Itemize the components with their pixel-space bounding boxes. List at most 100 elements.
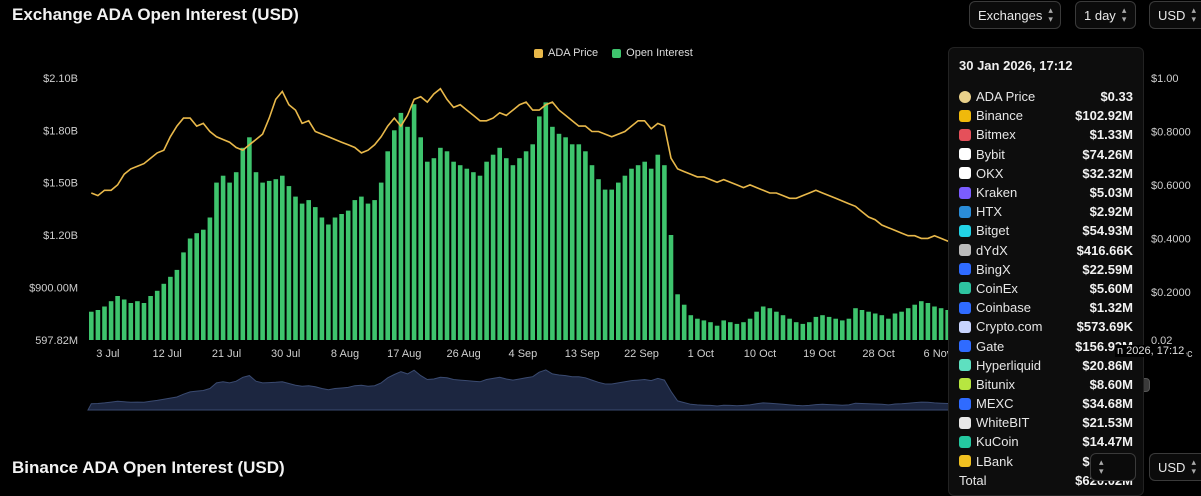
oi-bar — [668, 235, 674, 340]
oi-bar — [451, 161, 456, 340]
tooltip-row-name: KuCoin — [976, 434, 1019, 450]
oi-bar — [497, 147, 502, 340]
oi-bar — [938, 308, 944, 340]
y-left-tick-label: 597.82M — [35, 335, 78, 347]
oi-bar — [872, 313, 878, 340]
chevron-updown-icon: ▴ ▾ — [1048, 5, 1053, 24]
tooltip-row-name: Bitmex — [976, 127, 1016, 143]
oi-bar — [425, 161, 430, 340]
tooltip-row: Coinbase $1.32M — [959, 298, 1133, 317]
kraken-icon — [959, 186, 971, 199]
oi-bar — [728, 322, 733, 340]
tooltip-row-name: Binance — [976, 108, 1023, 124]
oi-bar — [642, 161, 647, 340]
oi-bar — [319, 217, 325, 340]
oi-bar — [517, 158, 522, 340]
tooltip-row-name: Gate — [976, 338, 1005, 354]
tooltip-row: Crypto.com $573.69K — [959, 317, 1133, 336]
tooltip-row-value: $20.86M — [1082, 357, 1133, 373]
oi-bar — [629, 168, 634, 340]
tooltip-rows: ADA Price $0.33 Binance $102.92M Bitmex $1.33… — [959, 87, 1133, 471]
oi-bar — [616, 182, 621, 340]
oi-bar — [174, 269, 180, 340]
oi-bar — [846, 318, 852, 340]
oi-bar — [523, 151, 529, 340]
exchanges-select[interactable]: Exchanges ▴ ▾ — [969, 1, 1061, 29]
oi-bar — [760, 306, 766, 340]
oi-bar — [411, 104, 417, 340]
oi-bar — [115, 296, 120, 340]
tooltip-row: Gate $156.93M — [959, 336, 1133, 355]
exchanges-select-label: Exchanges — [978, 7, 1043, 23]
oi-bar — [457, 165, 463, 340]
tooltip-row: WhiteBIT $21.53M — [959, 413, 1133, 432]
x-tick-label: 21 Jul — [212, 348, 241, 360]
oi-bar — [714, 325, 720, 340]
tooltip-row-name: ADA Price — [976, 89, 1036, 105]
tooltip-row: Kraken $5.03M — [959, 183, 1133, 202]
oi-bar — [438, 147, 443, 340]
oi-bar — [879, 315, 885, 340]
bybit-icon — [959, 148, 971, 161]
tooltip-time: 30 Jan 2026, 17:12 — [959, 58, 1073, 73]
oi-bar — [89, 311, 94, 340]
oi-bar — [148, 296, 153, 340]
tooltip-row-value: $34.68M — [1082, 396, 1133, 412]
oi-bar — [214, 182, 219, 340]
y-right-tick-label: 0.02 — [1151, 335, 1172, 347]
oi-bar — [747, 318, 753, 340]
interval-select-2[interactable]: ▴ ▾ — [1090, 453, 1136, 481]
tooltip-row-value: $2.92M — [1089, 204, 1133, 220]
bitget-icon — [959, 224, 971, 237]
currency-select[interactable]: USD ▴ ▾ — [1149, 1, 1201, 29]
page-title: Exchange ADA Open Interest (USD) — [12, 5, 299, 24]
tooltip-row-value: $8.60M — [1089, 376, 1133, 392]
oi-bar — [701, 320, 707, 340]
legend-item-price[interactable]: ADA Price — [534, 47, 598, 59]
oi-bar — [609, 189, 614, 340]
tooltip-row-name: Bybit — [976, 146, 1005, 162]
x-tick-label: 26 Aug — [446, 348, 480, 360]
interval-select[interactable]: 1 day ▴ ▾ — [1075, 1, 1136, 29]
tooltip-row-value: $54.93M — [1082, 223, 1133, 239]
x-tick-label: 19 Oct — [803, 348, 835, 360]
x-tick-label: 12 Jul — [153, 348, 182, 360]
y-right-tick-label: $1.00 — [1151, 73, 1179, 85]
okx-icon — [959, 167, 971, 180]
x-tick-label: 22 Sep — [624, 348, 659, 360]
oi-bar — [95, 310, 101, 340]
oi-bar — [892, 313, 898, 340]
oi-bar — [813, 316, 819, 340]
currency-select-2[interactable]: USD ▴ ▾ — [1149, 453, 1201, 481]
oi-bar — [662, 165, 667, 340]
legend-label-price: ADA Price — [548, 47, 599, 59]
legend-swatch-price — [534, 48, 543, 58]
tooltip-row-value: $22.59M — [1082, 261, 1133, 277]
oi-bar — [405, 126, 410, 340]
tooltip-row-name: OKX — [976, 165, 1004, 181]
oi-bar — [681, 304, 687, 340]
oi-bar — [708, 322, 713, 340]
legend-item-oi[interactable]: Open Interest — [612, 47, 693, 59]
whitebit-icon — [959, 416, 971, 429]
oi-bar — [326, 224, 331, 340]
oi-bar — [596, 179, 601, 340]
tooltip-row: Binance $102.92M — [959, 106, 1133, 125]
y-right-tick-label: $0.6000 — [1151, 180, 1191, 192]
tooltip-row: Bitget $54.93M — [959, 221, 1133, 240]
oi-bar — [233, 172, 239, 340]
oi-bar — [886, 318, 891, 340]
section-title-binance: Binance ADA Open Interest (USD) — [12, 458, 285, 477]
htx-icon — [959, 205, 971, 218]
oi-bar — [385, 151, 390, 340]
oi-bar — [537, 116, 542, 341]
oi-bar — [102, 306, 107, 340]
tooltip-row-value: $14.47M — [1082, 434, 1133, 450]
oi-bar — [201, 229, 206, 340]
oi-bar — [504, 158, 509, 340]
chevron-updown-icon: ▴ ▾ — [1121, 5, 1127, 24]
oi-bar — [866, 311, 871, 340]
oi-bar — [648, 168, 654, 340]
y-left-tick-label: $900.00M — [29, 282, 78, 294]
tooltip-row: dYdX $416.66K — [959, 241, 1133, 260]
